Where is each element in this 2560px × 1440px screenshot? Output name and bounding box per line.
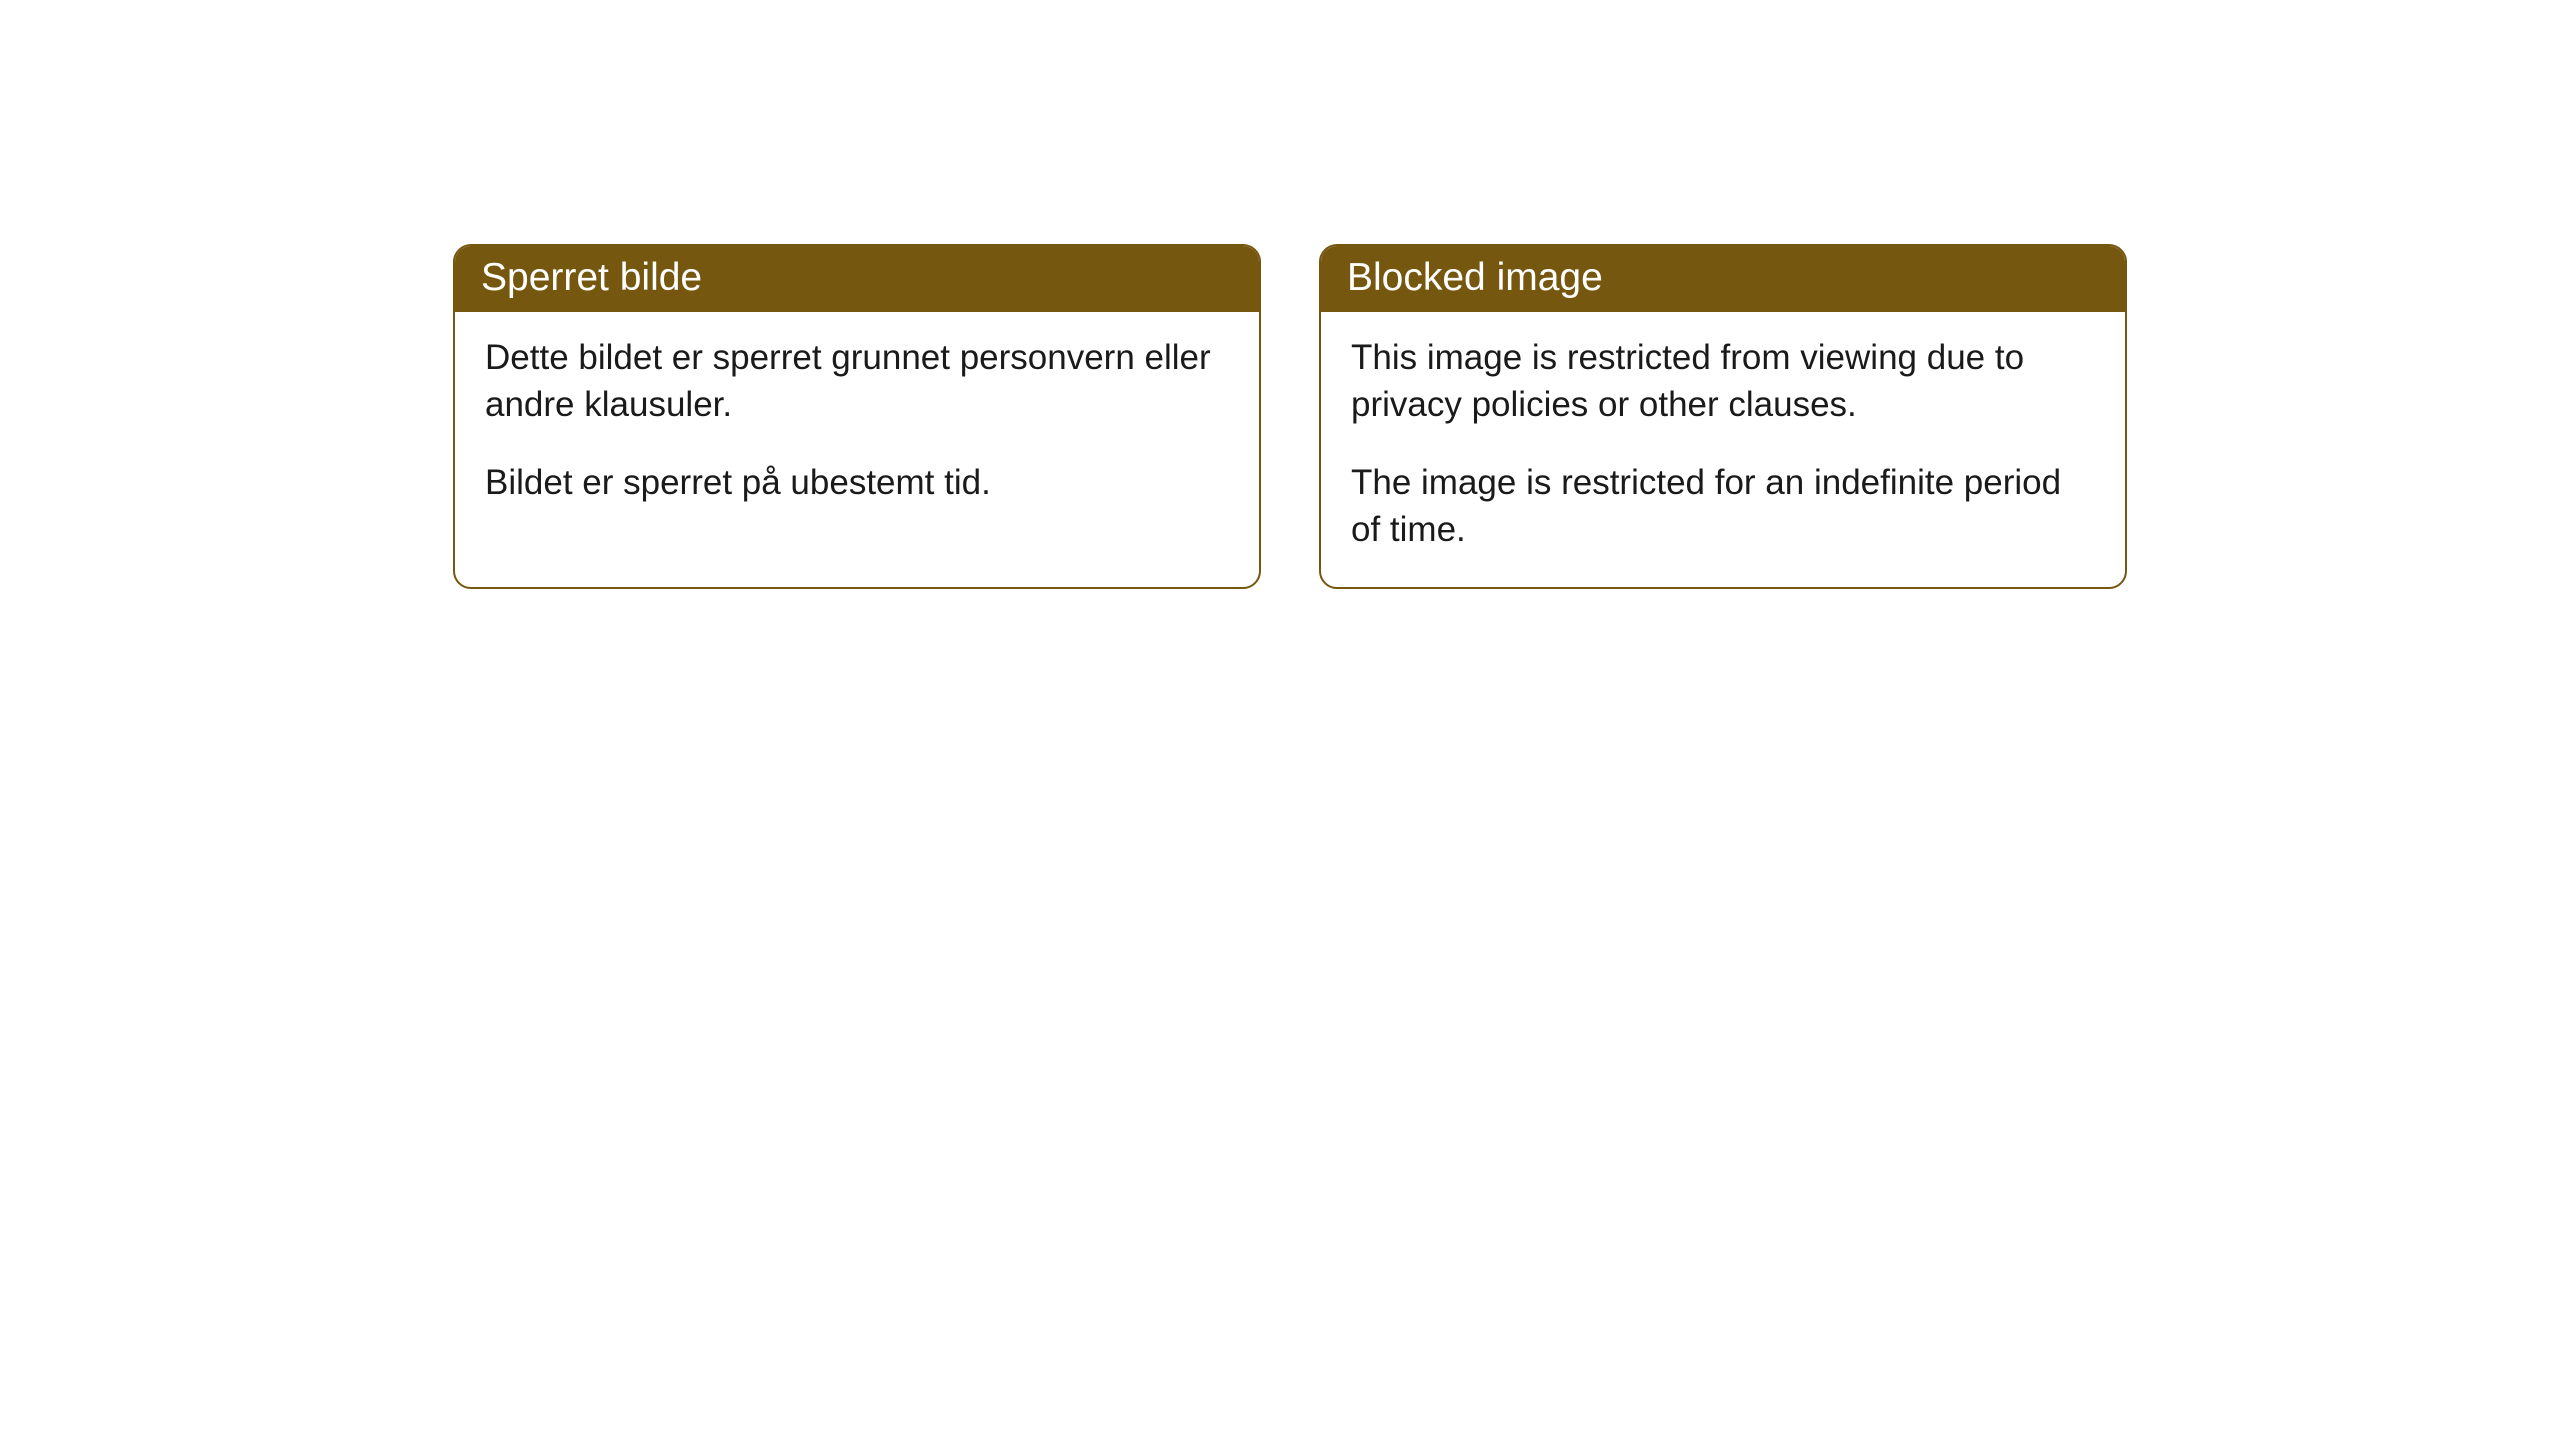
- card-header: Sperret bilde: [455, 246, 1259, 312]
- card-title: Sperret bilde: [481, 256, 702, 299]
- notice-card-english: Blocked image This image is restricted f…: [1319, 244, 2127, 589]
- notice-card-norwegian: Sperret bilde Dette bildet er sperret gr…: [453, 244, 1261, 589]
- card-paragraph: Bildet er sperret på ubestemt tid.: [485, 459, 1229, 506]
- card-paragraph: The image is restricted for an indefinit…: [1351, 459, 2095, 554]
- card-body: This image is restricted from viewing du…: [1321, 312, 2125, 587]
- card-body: Dette bildet er sperret grunnet personve…: [455, 312, 1259, 540]
- card-paragraph: This image is restricted from viewing du…: [1351, 334, 2095, 429]
- card-header: Blocked image: [1321, 246, 2125, 312]
- card-paragraph: Dette bildet er sperret grunnet personve…: [485, 334, 1229, 429]
- notice-cards-container: Sperret bilde Dette bildet er sperret gr…: [453, 244, 2127, 589]
- card-title: Blocked image: [1347, 256, 1603, 299]
